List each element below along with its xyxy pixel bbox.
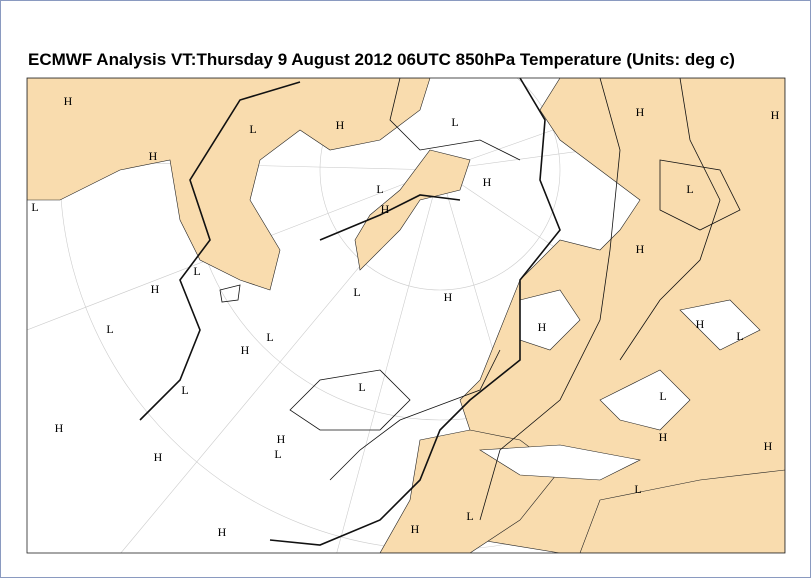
pressure-label: L (274, 447, 281, 461)
map-border (26, 77, 786, 554)
pressure-label: L (466, 509, 473, 523)
pressure-label: H (538, 320, 547, 334)
pressure-label: L (181, 383, 188, 397)
pressure-label: L (634, 482, 641, 496)
pressure-label: H (241, 343, 250, 357)
pressure-label: H (381, 202, 390, 216)
pressure-label: L (736, 329, 743, 343)
pressure-label: H (154, 450, 163, 464)
map-title: ECMWF Analysis VT:Thursday 9 August 2012… (28, 50, 735, 69)
pressure-label: H (771, 108, 780, 122)
pressure-label: H (659, 430, 668, 444)
pressure-label: L (376, 182, 383, 196)
pressure-label: H (764, 439, 773, 453)
pressure-label: L (353, 285, 360, 299)
pressure-label: H (277, 432, 286, 446)
pressure-label: L (106, 322, 113, 336)
pressure-label: H (696, 317, 705, 331)
pressure-label: L (31, 200, 38, 214)
pressure-label: H (483, 175, 492, 189)
pressure-label: L (193, 264, 200, 278)
pressure-label: H (444, 290, 453, 304)
pressure-label: H (636, 242, 645, 256)
pressure-label: H (218, 525, 227, 539)
pressure-label: H (151, 282, 160, 296)
land (27, 78, 785, 553)
pressure-label: H (336, 118, 345, 132)
pressure-label: L (358, 380, 365, 394)
pressure-label: L (659, 389, 666, 403)
pressure-label: L (686, 182, 693, 196)
pressure-label: H (411, 522, 420, 536)
pressure-label: L (266, 330, 273, 344)
pressure-label: L (249, 122, 256, 136)
pressure-label: L (451, 115, 458, 129)
pressure-label: H (636, 105, 645, 119)
pressure-label: H (55, 421, 64, 435)
pressure-label: H (64, 94, 73, 108)
pressure-label: H (149, 149, 158, 163)
contours (139, 78, 741, 546)
